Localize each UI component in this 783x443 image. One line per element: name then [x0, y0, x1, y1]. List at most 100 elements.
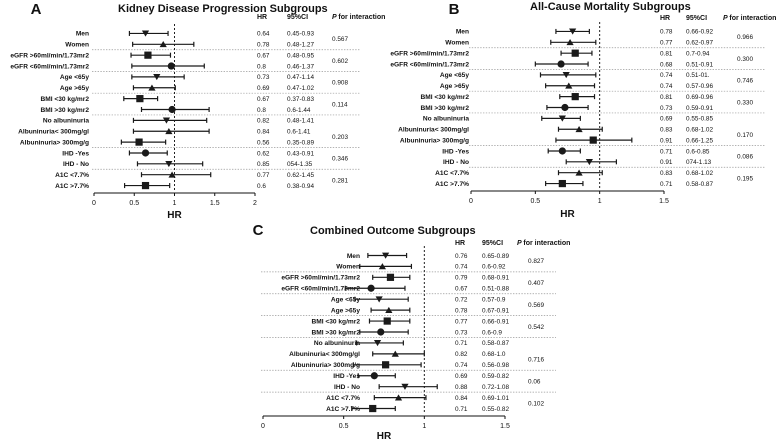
panel-combined-tick-label: 1 — [422, 423, 426, 430]
panel-combined-point-triangle-up — [385, 306, 393, 314]
panel-mortality-row-label: BMI <30 kg/mr2 — [420, 94, 469, 101]
panel-mortality-hr-value: 0.71 — [660, 148, 673, 155]
panel-kidney-p-value: 0.281 — [332, 177, 348, 184]
panel-mortality-point-triangle-up — [575, 125, 583, 133]
panel-combined-row-label: IHD - No — [334, 384, 360, 391]
panel-kidney-hr-header: HR — [257, 14, 267, 21]
panel-kidney-hr-value: 0.62 — [257, 150, 270, 157]
panel-mortality-row-label: BMI >30 kg/mr2 — [420, 105, 469, 112]
panel-kidney-ci-value: 0.6-1.41 — [287, 129, 311, 136]
panel-kidney-ci-value: 0.38-0.94 — [287, 183, 314, 190]
panel-combined-row-label: eGFR >60ml/min/1.73mr2 — [281, 275, 360, 282]
panel-combined-row-label: Age >65y — [331, 307, 360, 314]
panel-kidney-row-label: Women — [65, 42, 89, 49]
panel-combined-hr-header: HR — [455, 240, 465, 247]
panel-kidney-p-header: P for interaction — [332, 14, 385, 21]
panel-kidney-hr-value: 0.64 — [257, 31, 270, 38]
panel-kidney-point-triangle-up — [165, 127, 173, 135]
panel-combined-ci-value: 0.56-0.98 — [482, 362, 509, 369]
panel-kidney-row-label: Men — [76, 31, 89, 38]
panel-kidney-hr-value: 0.6 — [257, 183, 266, 190]
panel-mortality-point-triangle-down — [562, 72, 570, 79]
panel-mortality-row-label: Women — [445, 40, 469, 47]
panel-combined-ci-value: 0.6-0.9 — [482, 329, 502, 336]
panel-kidney-point-circle — [167, 62, 175, 70]
panel-kidney-ci-value: 0.46-1.37 — [287, 63, 314, 70]
panel-kidney-hr-value: 0.8 — [257, 63, 266, 70]
panel-mortality-ci-value: 0.59-0.91 — [686, 105, 713, 112]
panel-kidney-title: Kidney Disease Progression Subgroups — [118, 3, 328, 15]
panel-combined-tick-label: 0 — [261, 423, 265, 430]
panel-combined-hr-value: 0.84 — [455, 395, 468, 402]
panel-mortality-row-label: IHD - No — [443, 159, 469, 166]
panel-mortality-row-label: Albuninuria< 300mg/gl — [398, 127, 469, 134]
panel-combined-point-circle — [370, 372, 378, 380]
panel-mortality-row-label: Men — [456, 29, 469, 36]
panel-mortality-point-triangle-down — [569, 28, 577, 35]
panel-mortality-point-triangle-up — [566, 39, 574, 46]
panel-kidney-ci-value: 0.48-1.41 — [287, 118, 314, 125]
panel-mortality-hr-value: 0.81 — [660, 94, 673, 101]
panel-combined-hr-value: 0.71 — [455, 406, 468, 413]
panel-combined-hr-value: 0.67 — [455, 286, 468, 293]
panel-combined-row-label: Men — [347, 253, 360, 260]
panel-combined-hr-value: 0.88 — [455, 384, 468, 391]
panel-kidney-hr-value: 0.56 — [257, 139, 270, 146]
panel-mortality-hr-value: 0.91 — [660, 137, 673, 144]
panel-combined-row-label: A1C >7.7% — [326, 406, 360, 413]
panel-kidney-point-triangle-up — [159, 41, 167, 48]
panel-kidney-point-triangle-down — [165, 160, 173, 168]
panel-combined-point-triangle-up — [394, 394, 403, 401]
panel-combined-title: Combined Outcome Subgroups — [310, 225, 476, 237]
panel-kidney-tick-label: 1.5 — [210, 200, 220, 207]
panel-mortality-row-label: No albuninuria — [423, 116, 469, 123]
panel-mortality-tick-label: 1 — [598, 198, 602, 205]
panel-mortality-ci-value: 0.6-0.85 — [686, 148, 710, 155]
panel-kidney-point-square — [141, 181, 150, 190]
panel-combined-ci-value: 0.69-1.01 — [482, 395, 509, 402]
panel-kidney-point-triangle-down — [141, 30, 150, 37]
panel-kidney-row-label: No albuninuria — [43, 118, 89, 125]
panel-kidney-row-label: A1C <7.7% — [55, 172, 89, 179]
panel-kidney-point-square — [144, 51, 152, 59]
panel-combined-point-square — [383, 317, 391, 325]
panel-mortality-hr-header: HR — [660, 15, 670, 22]
panel-mortality-ci-value: 0.62-0.97 — [686, 40, 713, 47]
panel-mortality-point-circle — [558, 147, 566, 155]
panel-kidney-row-label: eGFR >60ml/min/1.73mr2 — [10, 52, 89, 59]
panel-combined-point-square — [386, 273, 395, 281]
panel-mortality-point-triangle-up — [565, 82, 573, 89]
panel-mortality-ci-value: 0.58-0.87 — [686, 181, 713, 188]
panel-combined-ci-value: 0.51-0.88 — [482, 286, 509, 293]
panel-mortality-point-triangle-down — [558, 115, 566, 122]
panel-combined-row-label: A1C <7.7% — [326, 395, 360, 402]
panel-mortality-ci-value: 0.66-1.25 — [686, 137, 713, 144]
panel-kidney-ci-value: 0.48-0.95 — [287, 52, 314, 59]
panel-kidney-point-circle — [168, 105, 176, 114]
panel-mortality-hr-value: 0.68 — [660, 61, 673, 68]
panel-combined-hr-value: 0.72 — [455, 297, 468, 304]
panel-mortality-x-label: HR — [560, 209, 575, 220]
panel-combined-row-label: No albuninuria — [314, 340, 360, 347]
panel-combined-row-label: eGFR <60ml/min/1.73mr2 — [281, 286, 360, 293]
panel-kidney-ci-value: 0.45-0.93 — [287, 31, 314, 38]
panel-combined-hr-value: 0.69 — [455, 373, 468, 380]
panel-mortality-hr-value: 0.74 — [660, 83, 673, 90]
panel-kidney-letter: A — [31, 1, 42, 18]
panel-kidney-x-label: HR — [167, 210, 182, 221]
panel-combined-point-triangle-up — [391, 350, 399, 357]
panel-kidney-ci-value: 0.47-1.14 — [287, 74, 314, 81]
panel-kidney-ci-value: 0.47-1.02 — [287, 85, 314, 92]
panel-mortality-point-square — [589, 136, 597, 144]
panel-combined-p-value: 0.06 — [528, 379, 541, 386]
panel-combined-row-label: Age <65y — [331, 297, 360, 304]
panel-mortality-p-value: 0.746 — [737, 78, 753, 85]
panel-kidney-point-triangle-up — [148, 84, 156, 91]
panel-kidney-point-square — [135, 138, 143, 146]
panel-combined-row-label: Women — [336, 264, 360, 271]
panel-combined-point-square — [369, 404, 377, 413]
panel-mortality-point-triangle-up — [575, 169, 583, 176]
panel-mortality-p-value: 0.086 — [737, 154, 753, 161]
panel-mortality-ci-header: 95%CI — [686, 15, 707, 22]
panel-combined-point-triangle-down — [375, 296, 383, 303]
